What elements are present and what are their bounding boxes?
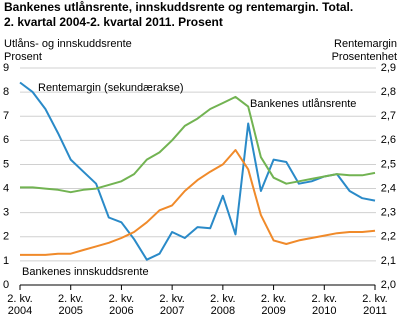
y2-tick-label: 2,4	[381, 182, 396, 194]
chart-title: Bankenes utlånsrente, innskuddsrente og …	[4, 0, 353, 14]
y-tick-label: 7	[3, 110, 9, 122]
series-label: Rentemargin (sekundærakse)	[38, 82, 184, 94]
y2-tick-label: 2,0	[381, 279, 396, 291]
series-label: Bankenes innskuddsrente	[22, 266, 149, 278]
y-axis-label: Utlåns- og innskuddsrente	[4, 38, 132, 50]
y2-tick-label: 2,3	[381, 207, 396, 219]
y2-axis-label: Rentemargin	[334, 38, 397, 50]
series-label: Bankenes utlånsrente	[250, 98, 356, 110]
y-tick-label: 5	[3, 158, 9, 170]
y2-tick-label: 2,9	[381, 62, 396, 74]
y2-tick-label: 2,1	[381, 255, 396, 267]
x-tick-label: 2. kv. 2006	[108, 293, 135, 317]
x-tick-label: 2. kv. 2005	[57, 293, 84, 317]
chart-subtitle: 2. kvartal 2004-2. kvartal 2011. Prosent	[4, 15, 223, 29]
x-tick-label: 2. kv. 2007	[159, 293, 185, 317]
line-series	[20, 149, 376, 256]
y2-tick-label: 2,5	[381, 158, 396, 170]
x-tick-label: 2. kv. 2011	[362, 293, 388, 317]
x-tick-label: 2. kv. 2009	[260, 293, 287, 317]
y-tick-label: 4	[3, 182, 9, 194]
line-series	[20, 95, 376, 194]
y-tick-label: 9	[3, 62, 9, 74]
y-tick-label: 6	[3, 134, 9, 146]
y2-tick-label: 2,2	[381, 231, 396, 243]
y-tick-label: 2	[3, 231, 9, 243]
y-tick-label: 3	[3, 207, 9, 219]
x-tick-label: 2. kv. 2004	[7, 293, 33, 317]
y2-tick-label: 2,6	[381, 134, 396, 146]
y-tick-label: 0	[3, 279, 9, 291]
line-series	[19, 81, 376, 261]
x-tick-label: 2. kv. 2008	[210, 293, 236, 317]
y-axis-unit: Prosent	[4, 51, 42, 63]
y-tick-label: 1	[3, 255, 9, 267]
y-tick-label: 8	[3, 86, 9, 98]
y2-tick-label: 2,8	[381, 86, 396, 98]
y2-axis-unit: Prosentenhet	[332, 51, 397, 63]
x-tick-label: 2. kv. 2010	[311, 293, 338, 317]
y2-tick-label: 2,7	[381, 110, 396, 122]
